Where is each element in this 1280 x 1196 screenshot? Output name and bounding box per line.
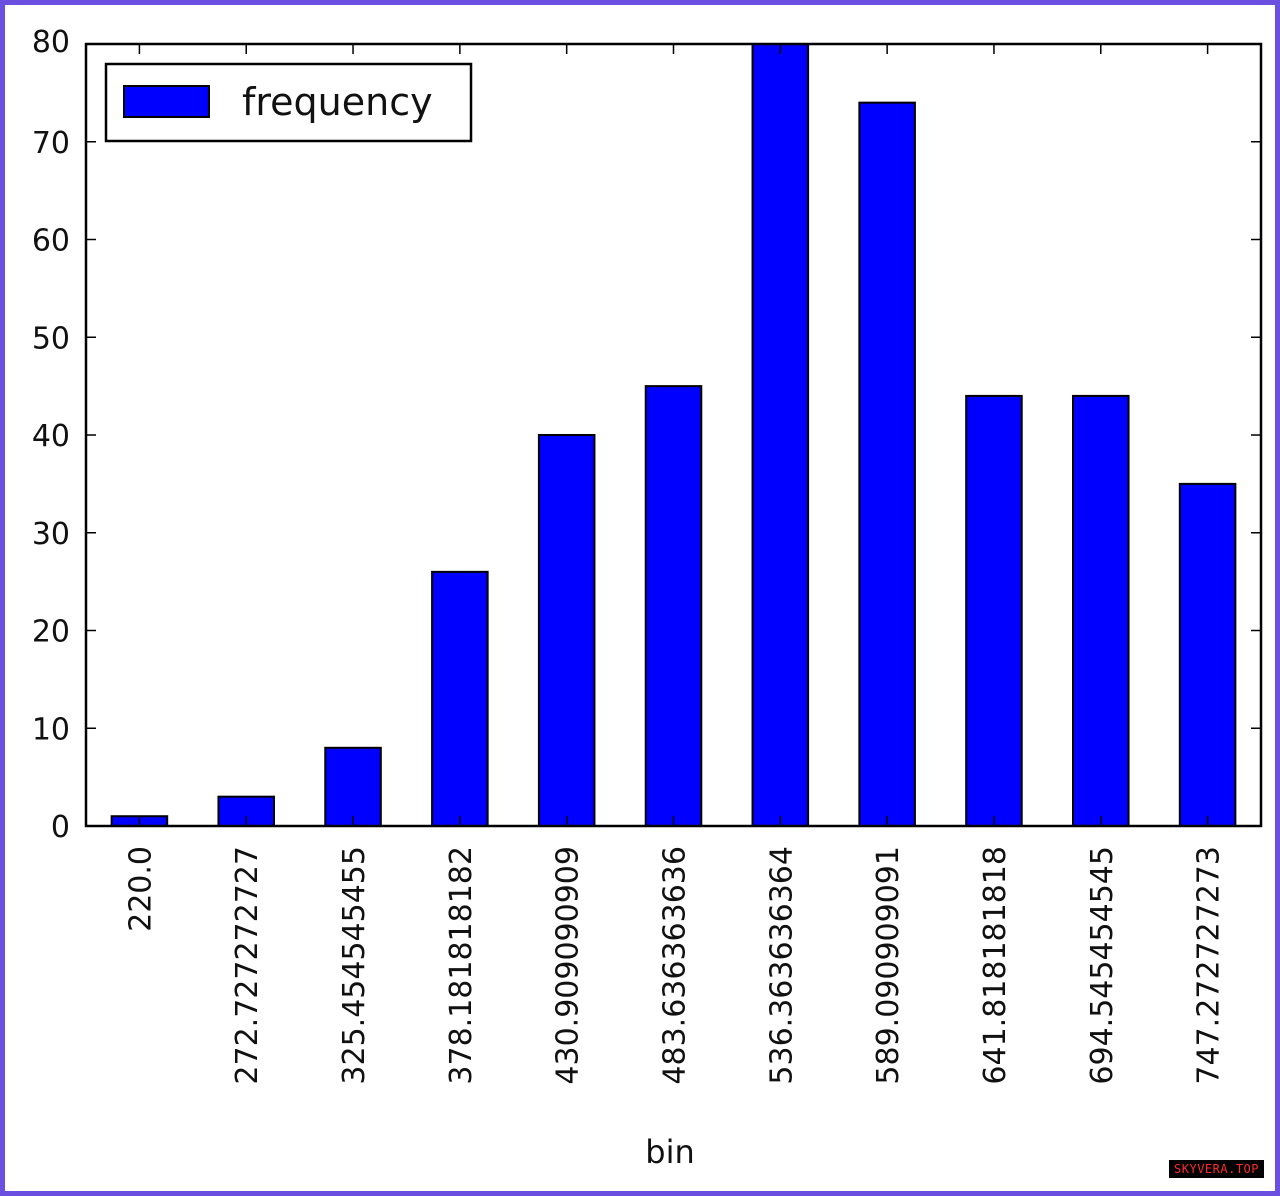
legend-label: frequency: [242, 80, 433, 124]
bar-8: [965, 394, 1023, 827]
x-tick-label: 641.818181818: [978, 846, 1013, 1085]
bar-9: [1072, 394, 1130, 827]
bar-7: [858, 101, 916, 827]
x-tick-label: 694.545454545: [1085, 846, 1120, 1085]
x-tick-label: 536.363636364: [764, 846, 799, 1085]
y-tick-label: 20: [32, 615, 70, 650]
legend: frequency: [104, 62, 473, 143]
x-axis-title: bin: [645, 1133, 694, 1171]
y-tick-label: 30: [32, 517, 70, 552]
bar-5: [644, 385, 703, 827]
x-tick-label: 272.727272727: [230, 846, 265, 1085]
bar-10: [1178, 482, 1237, 827]
bars: [110, 43, 1237, 827]
bar-2: [324, 746, 382, 827]
y-tick-label: 0: [51, 810, 70, 845]
y-tick-label: 10: [32, 712, 70, 747]
y-tick-label: 80: [32, 25, 70, 60]
x-axis: 220.0 272.727272727 325.454545455 378.18181…: [123, 44, 1227, 1085]
x-tick-label: 483.636363636: [658, 846, 693, 1085]
x-tick-label: 220.0: [123, 846, 158, 932]
y-tick-label: 40: [32, 419, 70, 454]
plot-area: [84, 42, 1263, 828]
watermark: SKYVERA.TOP: [1169, 1160, 1264, 1178]
x-tick-label: 589.090909091: [871, 846, 906, 1085]
y-tick-label: 70: [32, 126, 70, 161]
x-tick-label: 747.272727273: [1192, 846, 1227, 1085]
x-tick-label: 325.454545455: [337, 846, 372, 1085]
bar-6: [751, 43, 810, 827]
y-tick-label: 60: [32, 224, 70, 259]
y-tick-label: 50: [32, 321, 70, 356]
bar-4: [537, 434, 596, 827]
y-axis: 0 10 20 30 40 50 60 70 80: [32, 25, 1261, 845]
bar-3: [431, 570, 489, 827]
legend-swatch: [123, 85, 210, 118]
x-tick-label: 430.909090909: [551, 846, 586, 1085]
x-tick-label: 378.181818182: [444, 846, 479, 1085]
